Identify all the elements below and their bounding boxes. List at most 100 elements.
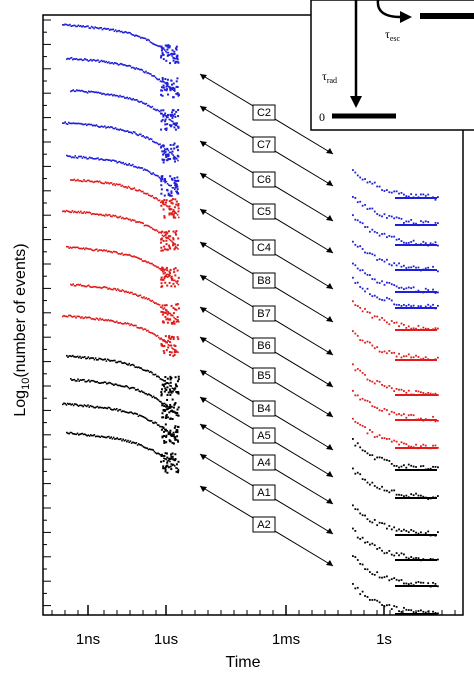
data-point (165, 341, 168, 344)
data-point (361, 269, 364, 272)
data-point (170, 405, 173, 408)
data-point (369, 293, 371, 296)
data-point (168, 244, 171, 247)
data-point (139, 258, 141, 260)
data-point (125, 217, 128, 219)
data-point (142, 446, 145, 448)
data-point (400, 217, 403, 220)
data-point (125, 130, 128, 133)
data-point (168, 54, 171, 56)
data-point (373, 458, 376, 461)
data-point (112, 127, 114, 130)
data-point (92, 213, 94, 215)
data-point (82, 59, 85, 61)
data-point (369, 454, 371, 457)
data-point (97, 59, 99, 61)
data-point (176, 185, 179, 188)
data-point (138, 189, 140, 191)
data-point (371, 405, 374, 408)
data-point (160, 278, 163, 281)
data-point (386, 409, 388, 411)
data-point (63, 210, 65, 212)
data-point (76, 284, 78, 286)
data-point (376, 456, 379, 459)
data-point (163, 390, 166, 393)
data-point (115, 62, 117, 65)
y-axis-title: Log10(number of events) (12, 243, 32, 416)
data-point (152, 42, 154, 45)
data-point (354, 587, 357, 590)
data-point (104, 406, 106, 409)
data-point (170, 275, 173, 278)
data-point (378, 547, 381, 549)
data-point (136, 221, 138, 223)
data-point (137, 189, 139, 192)
data-point (437, 356, 439, 359)
data-point (373, 485, 376, 487)
data-point (160, 310, 163, 313)
data-point (94, 406, 96, 409)
data-point (154, 421, 156, 424)
data-point (361, 478, 364, 481)
data-point (415, 531, 417, 534)
data-point (390, 410, 393, 413)
data-point (152, 108, 155, 110)
data-point (158, 267, 160, 270)
data-point (175, 385, 178, 388)
data-point (393, 351, 396, 354)
data-point (160, 86, 163, 89)
data-point (359, 593, 362, 596)
data-point (140, 326, 142, 329)
data-point (67, 432, 69, 435)
data-point (141, 415, 143, 418)
data-point (153, 43, 155, 46)
data-point (134, 189, 137, 191)
data-point (74, 24, 76, 27)
data-point (122, 216, 124, 219)
decay-curve-short (66, 245, 180, 288)
data-point (74, 246, 76, 249)
data-point (121, 439, 123, 442)
data-point (110, 126, 112, 128)
data-point (83, 317, 86, 319)
data-point (147, 329, 149, 332)
data-point (176, 431, 179, 434)
data-point (420, 531, 422, 534)
data-point (84, 380, 86, 383)
data-point (68, 432, 70, 435)
data-point (364, 373, 366, 376)
data-point (114, 408, 117, 411)
data-point (141, 445, 144, 447)
data-point (114, 321, 117, 324)
data-point (108, 435, 110, 438)
data-point (407, 445, 410, 448)
data-point (70, 122, 72, 125)
data-point (165, 413, 168, 416)
data-point (170, 453, 173, 456)
data-point (80, 155, 82, 158)
data-point (120, 360, 122, 363)
escape-arrowhead (400, 11, 412, 23)
tau-rad-label: τrad (322, 69, 337, 85)
data-point (354, 508, 357, 511)
data-point (352, 363, 354, 366)
data-point (102, 435, 104, 438)
data-point (123, 253, 126, 256)
data-point (107, 126, 110, 128)
data-point (64, 402, 66, 405)
data-point (153, 373, 156, 376)
data-point (371, 542, 374, 545)
data-point (378, 298, 381, 301)
data-point (75, 433, 78, 436)
data-point (90, 25, 93, 28)
data-point (128, 292, 131, 295)
data-point (171, 186, 174, 189)
data-point (126, 385, 128, 388)
data-point (141, 260, 144, 262)
data-point (88, 357, 91, 360)
data-point (122, 161, 124, 164)
data-point (106, 93, 108, 96)
data-point (412, 557, 415, 560)
arrowhead (326, 349, 333, 355)
data-point (166, 321, 169, 324)
